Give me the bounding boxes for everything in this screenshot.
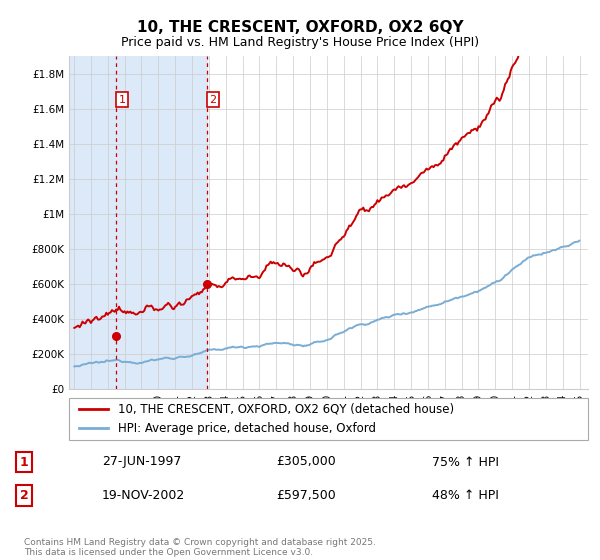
Text: 2: 2 [20, 489, 28, 502]
Text: 19-NOV-2002: 19-NOV-2002 [102, 489, 185, 502]
Text: Contains HM Land Registry data © Crown copyright and database right 2025.
This d: Contains HM Land Registry data © Crown c… [24, 538, 376, 557]
Bar [69, 56, 207, 389]
Text: 48% ↑ HPI: 48% ↑ HPI [432, 489, 499, 502]
Text: 2: 2 [209, 95, 217, 105]
Text: £305,000: £305,000 [276, 455, 336, 469]
Text: 1: 1 [118, 95, 125, 105]
FancyBboxPatch shape [69, 398, 588, 440]
Text: HPI: Average price, detached house, Oxford: HPI: Average price, detached house, Oxfo… [118, 422, 376, 435]
Text: £597,500: £597,500 [276, 489, 336, 502]
Text: 27-JUN-1997: 27-JUN-1997 [102, 455, 181, 469]
Text: 10, THE CRESCENT, OXFORD, OX2 6QY: 10, THE CRESCENT, OXFORD, OX2 6QY [137, 20, 463, 35]
Text: Price paid vs. HM Land Registry's House Price Index (HPI): Price paid vs. HM Land Registry's House … [121, 36, 479, 49]
Text: 1: 1 [20, 455, 28, 469]
Text: 10, THE CRESCENT, OXFORD, OX2 6QY (detached house): 10, THE CRESCENT, OXFORD, OX2 6QY (detac… [118, 403, 454, 416]
Text: 75% ↑ HPI: 75% ↑ HPI [432, 455, 499, 469]
